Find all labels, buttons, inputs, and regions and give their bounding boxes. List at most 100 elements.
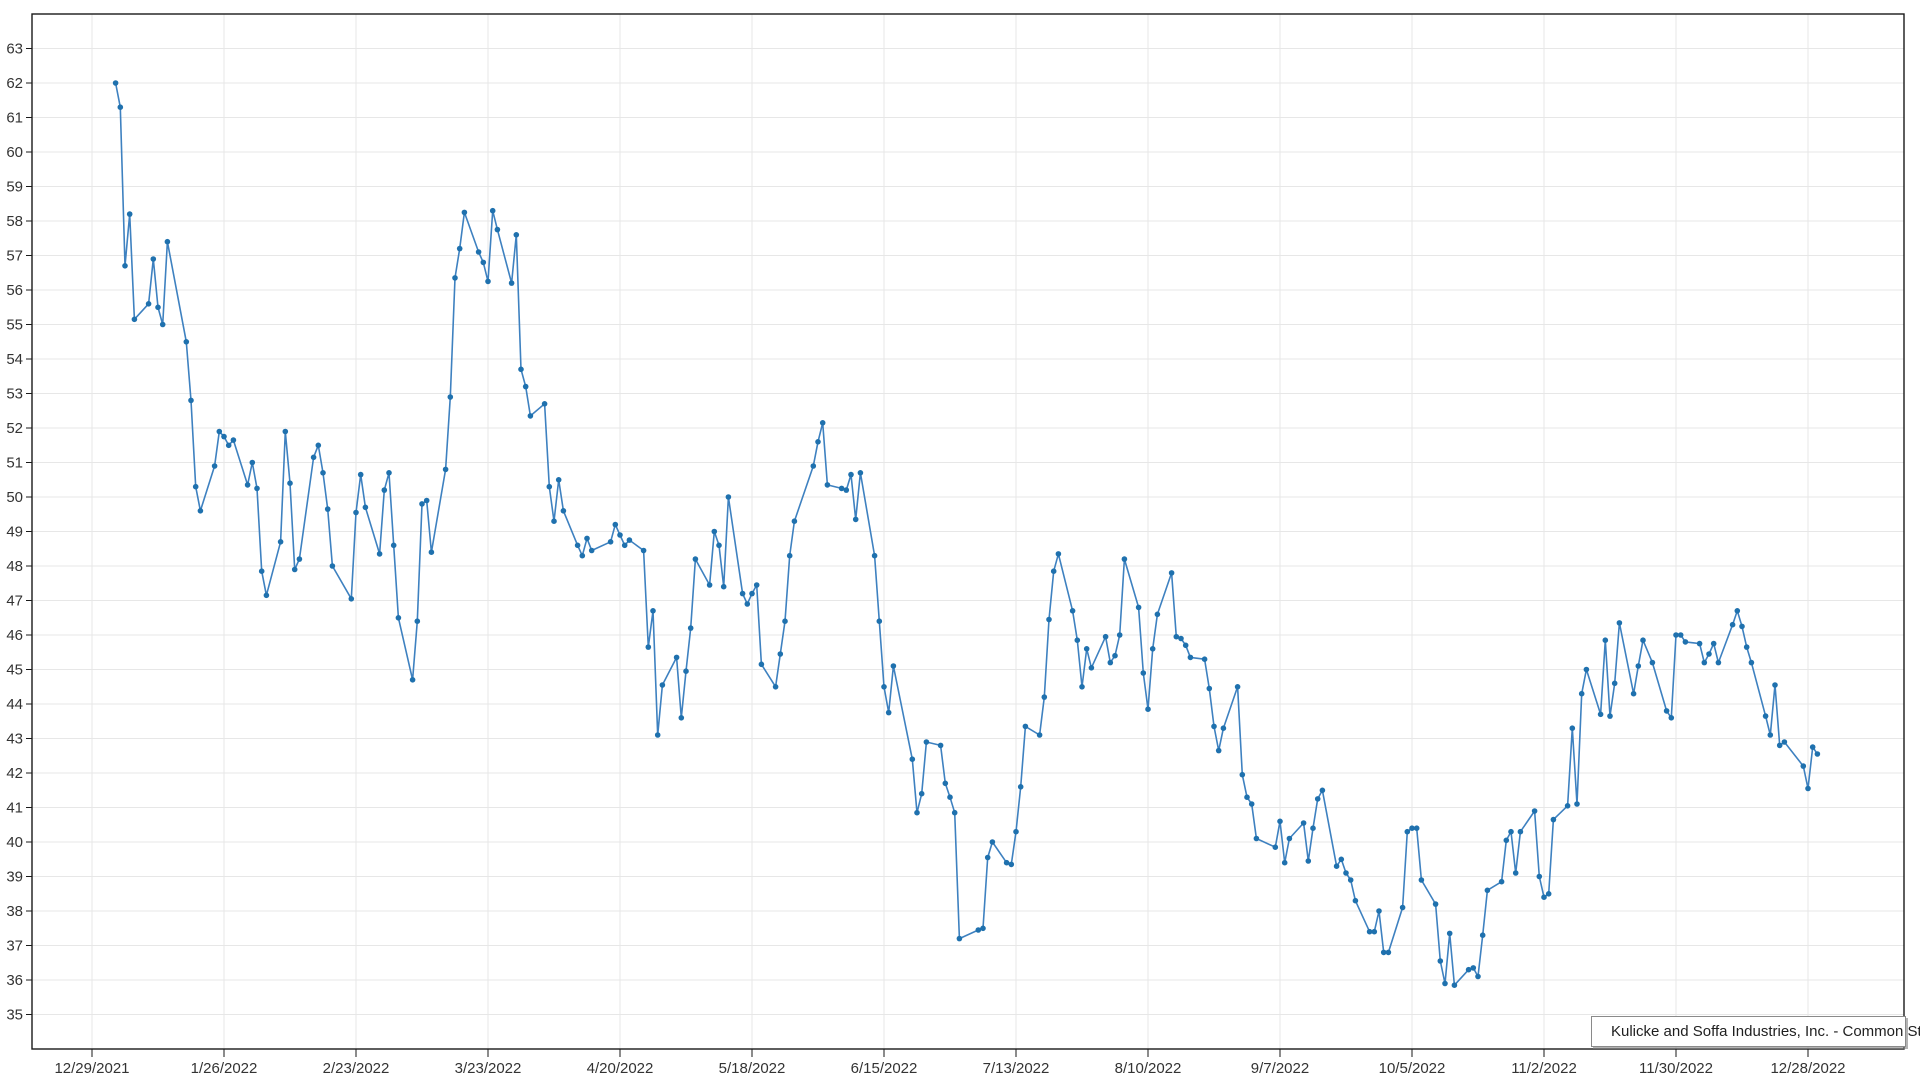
data-point-marker [1352,897,1359,904]
y-tick-label: 57 [6,248,23,265]
data-point-marker [1574,801,1580,807]
data-point-marker [1121,556,1128,562]
data-point-marker [937,742,944,749]
data-point-marker [1729,621,1736,628]
data-point-marker [673,654,680,661]
price-line-series [114,82,1819,987]
data-point-marker [843,487,850,493]
data-point-marker [164,238,171,245]
data-point-marker [1536,873,1543,880]
data-point-marker [1187,654,1194,661]
data-point-marker [555,477,562,483]
y-tick-label: 38 [6,903,23,920]
y-tick-label: 50 [6,489,23,506]
data-point-marker [1503,837,1510,844]
data-point-marker [1338,856,1345,863]
data-point-marker [1583,666,1590,673]
data-point-marker [947,794,953,800]
data-point-marker [1154,611,1161,618]
data-point-marker [485,278,491,285]
data-point-marker [876,618,883,624]
data-point-marker [1616,620,1623,626]
data-point-marker [1305,858,1312,864]
data-point-marker [1013,828,1019,835]
data-point-marker [1244,794,1250,800]
data-point-marker [1578,690,1585,697]
data-point-marker [654,732,661,738]
data-point-marker [211,463,218,469]
data-point-marker [1418,877,1425,883]
y-tick-label: 58 [6,213,23,230]
x-tick-label: 5/18/2022 [719,1060,786,1077]
data-point-marker [1074,637,1081,643]
data-point-marker [1696,640,1703,647]
data-point-marker [1314,796,1321,802]
data-point-marker [456,245,463,252]
data-point-marker [1677,632,1684,638]
y-tick-label: 51 [6,455,23,472]
data-point-marker [1017,784,1024,790]
legend-label: Kulicke and Soffa Industries, Inc. - Com… [1611,1023,1920,1040]
data-point-marker [1088,665,1095,671]
data-point-marker [716,542,722,549]
data-point-marker [282,428,289,435]
data-point-marker [1173,633,1180,640]
data-point-marker [1706,651,1712,657]
data-point-marker [1772,682,1778,688]
data-point-marker [409,677,416,683]
legend: Kulicke and Soffa Industries, Inc. - Com… [1591,1016,1920,1047]
data-point-marker [1607,713,1613,719]
data-point-marker [574,542,581,549]
y-tick-label: 49 [6,524,23,541]
data-point-marker [112,80,119,86]
data-point-marker [513,232,520,238]
data-point-marker [310,454,317,461]
data-point-marker [1135,604,1142,611]
y-tick-label: 35 [6,1007,23,1024]
data-point-marker [786,552,793,559]
data-point-marker [749,590,755,597]
y-tick-label: 48 [6,558,23,575]
data-point-marker [617,532,623,538]
y-tick-label: 59 [6,179,23,196]
data-point-marker [1385,949,1392,956]
y-tick-label: 40 [6,834,23,851]
data-point-marker [1083,646,1090,652]
data-point-marker [150,256,157,262]
data-point-marker [1333,863,1340,869]
data-point-marker [1343,870,1349,876]
data-point-marker [621,542,628,549]
data-point-marker [461,209,468,216]
data-point-marker [381,487,388,493]
data-point-marker [1597,711,1604,718]
data-point-marker [753,582,760,588]
y-tick-label: 41 [6,800,23,817]
data-point-marker [263,592,270,599]
data-point-marker [914,809,920,816]
data-point-marker [1451,982,1458,988]
data-point-marker [296,556,303,562]
y-tick-label: 43 [6,731,23,748]
y-tick-label: 54 [6,351,23,368]
data-point-marker [357,471,364,478]
x-tick-label: 3/23/2022 [455,1060,522,1077]
data-point-marker [1215,747,1222,754]
data-point-marker [909,756,916,762]
data-point-marker [1046,616,1052,623]
y-tick-label: 52 [6,420,23,437]
data-point-marker [1366,928,1373,935]
data-point-marker [645,644,652,650]
y-tick-label: 53 [6,386,23,403]
data-point-marker [1498,878,1505,885]
data-point-marker [838,485,845,492]
data-point-marker [527,413,534,419]
data-point-marker [1541,894,1547,900]
data-point-marker [1319,787,1326,794]
data-point-marker [452,275,458,281]
data-point-marker [1116,632,1123,638]
data-point-marker [852,516,859,523]
data-point-marker [1442,980,1448,987]
y-tick-label: 60 [6,144,23,161]
data-point-marker [612,521,619,528]
data-point-marker [1145,706,1151,712]
